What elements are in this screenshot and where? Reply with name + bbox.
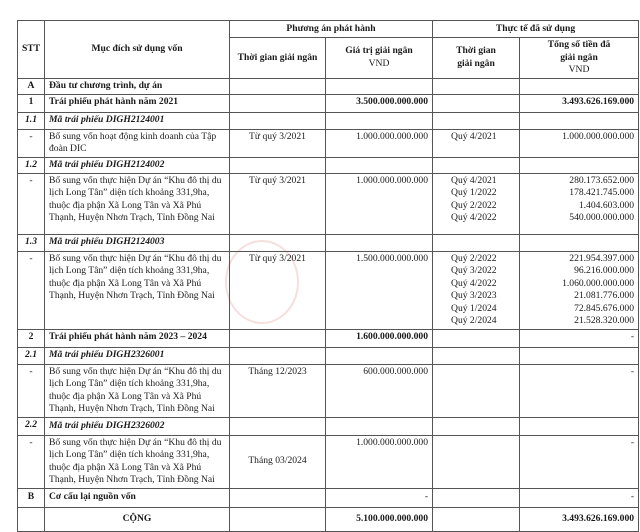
table-row: 1.1 Mã trái phiếu DIGH2124001 <box>17 111 640 130</box>
total-plan-value: 5.100.000.000.000 <box>324 506 434 532</box>
total-row: CỘNG 5.100.000.000.000 3.493.626.169.000 <box>17 506 640 532</box>
actual-time: Quý 3/2022 <box>451 265 497 276</box>
row-label: Bổ sung vốn thực hiện Dự án “Khu đô thị … <box>44 434 230 489</box>
actual-time-list: Quý 4/2021 Quý 1/2022 Quý 2/2022 Quý 4/2… <box>432 172 521 235</box>
actual-time: Quý 2/2022 <box>451 252 497 264</box>
actual-total: 1.000.000.000.000 <box>519 128 640 158</box>
row-stt: - <box>17 250 45 330</box>
row-stt: - <box>17 128 45 158</box>
actual-time: Quý 1/2022 <box>451 187 497 198</box>
actual-amount: 21.081.776.000 <box>574 290 635 301</box>
row-label: Cơ cấu lại nguồn vốn <box>44 487 230 508</box>
plan-value: - <box>324 487 434 508</box>
row-label: Mã trái phiếu DIGH2326002 <box>44 416 230 436</box>
row-label: Bổ sung vốn thực hiện Dự án “Khu đô thị … <box>44 250 230 330</box>
plan-value: 1.600.000.000.000 <box>324 328 434 348</box>
row-label: Mã trái phiếu DIGH2124003 <box>44 233 230 252</box>
actual-amount: 21.528.320.000 <box>574 315 635 326</box>
row-stt: 1 <box>17 93 45 113</box>
plan-value: 1.000.000.000.000 <box>324 172 434 235</box>
row-label: Đầu tư chương trình, dự án <box>44 77 230 95</box>
table-row: - Bổ sung vốn thực hiện Dự án “Khu đô th… <box>17 363 640 418</box>
table-row: 1.3 Mã trái phiếu DIGH2124003 <box>17 233 640 252</box>
table-row: - Bổ sung vốn thực hiện Dự án “Khu đô th… <box>17 250 640 330</box>
actual-amount-list: 221.954.397.000 96.216.000.000 1.060.000… <box>519 250 640 330</box>
actual-amount: 540.000.000.000 <box>569 212 635 223</box>
row-stt: A <box>17 77 45 95</box>
row-stt: 1.2 <box>17 156 45 174</box>
plan-value: 1.000.000.000.000 <box>324 128 434 158</box>
row-stt: 2.2 <box>17 416 45 436</box>
row-label: Mã trái phiếu DIGH2124001 <box>44 111 230 130</box>
row-stt: 2.1 <box>17 346 45 365</box>
header-plan-time: Thời gian giải ngân <box>229 37 326 79</box>
actual-amount: 1.404.603.000 <box>578 199 635 211</box>
actual-time: Quý 1/2024 <box>451 302 497 314</box>
actual-time: Quý 3/2023 <box>451 290 497 301</box>
actual-total: - <box>519 487 640 508</box>
row-stt: - <box>17 434 45 489</box>
row-label: Bổ sung vốn thực hiện Dự án “Khu đô thị … <box>44 363 230 418</box>
table-row: 1 Trái phiếu phát hành năm 2021 3.500.00… <box>17 93 640 113</box>
actual-total: - <box>519 363 640 418</box>
row-stt: 2 <box>17 328 45 348</box>
actual-amount: 1.060.000.000.000 <box>562 277 635 289</box>
table-row: B Cơ cấu lại nguồn vốn - - <box>17 487 640 508</box>
header-plan-group: Phương án phát hành <box>228 20 434 38</box>
actual-total: 3.493.626.169.000 <box>519 93 640 113</box>
header-actual-group: Thực tế đã sử dụng <box>432 20 640 38</box>
plan-time: Tháng 12/2023 <box>229 363 326 418</box>
table-row: - Bổ sung vốn thực hiện Dự án “Khu đô th… <box>17 172 640 235</box>
table-row: 2.1 Mã trái phiếu DIGH2326001 <box>17 346 640 365</box>
row-label: Bổ sung vốn hoạt động kinh doanh của Tập… <box>44 128 230 158</box>
row-stt: - <box>17 363 45 418</box>
actual-time: Quý 2/2024 <box>451 315 497 326</box>
actual-time: Quý 4/2021 <box>451 174 497 186</box>
plan-time: Từ quý 3/2021 <box>229 172 326 235</box>
row-stt: 1.3 <box>17 233 45 252</box>
plan-value: 1.000.000.000.000 <box>324 434 434 489</box>
actual-time: Quý 2/2022 <box>451 199 497 211</box>
plan-value: 600.000.000.000 <box>324 363 434 418</box>
total-label: CỘNG <box>44 506 230 532</box>
header-purpose: Mục đích sử dụng vốn <box>44 20 230 79</box>
actual-amount: 96.216.000.000 <box>574 265 635 276</box>
capital-use-table: STT Mục đích sử dụng vốn Phương án phát … <box>17 20 640 532</box>
actual-time-list: Quý 2/2022 Quý 3/2022 Quý 4/2022 Quý 3/2… <box>432 250 521 330</box>
plan-value: 1.500.000.000.000 <box>324 250 434 330</box>
row-stt: 1.1 <box>17 111 45 130</box>
actual-time: Quý 4/2021 <box>432 128 521 158</box>
table-row: A Đầu tư chương trình, dự án <box>17 77 640 95</box>
row-stt: B <box>17 487 45 508</box>
row-label: Mã trái phiếu DIGH2124002 <box>44 156 230 174</box>
actual-amount: 72.845.676.000 <box>574 302 635 314</box>
actual-amount-list: 280.173.652.000 178.421.745.000 1.404.60… <box>519 172 640 235</box>
actual-amount: 280.173.652.000 <box>569 174 635 186</box>
table-row: - Bổ sung vốn hoạt động kinh doanh của T… <box>17 128 640 158</box>
header-actual-total: Tổng số tiền đã giải ngân VND <box>519 37 640 79</box>
plan-value: 3.500.000.000.000 <box>324 93 434 113</box>
row-label: Bổ sung vốn thực hiện Dự án “Khu đô thị … <box>44 172 230 235</box>
actual-amount: 178.421.745.000 <box>569 187 635 198</box>
actual-total: - <box>519 328 640 348</box>
header-actual-time: Thời gian giải ngân <box>432 37 521 79</box>
table-row: 2.2 Mã trái phiếu DIGH2326002 <box>17 416 640 436</box>
row-label: Trái phiếu phát hành năm 2021 <box>44 93 230 113</box>
header-stt: STT <box>17 20 45 79</box>
actual-time: Quý 4/2022 <box>451 277 497 289</box>
total-actual: 3.493.626.169.000 <box>519 506 640 532</box>
plan-time: Tháng 03/2024 <box>229 434 326 489</box>
plan-time: Từ quý 3/2021 <box>229 250 326 330</box>
row-label: Mã trái phiếu DIGH2326001 <box>44 346 230 365</box>
row-label: Trái phiếu phát hành năm 2023 – 2024 <box>44 328 230 348</box>
table-row: 1.2 Mã trái phiếu DIGH2124002 <box>17 156 640 174</box>
plan-time: Từ quý 3/2021 <box>229 128 326 158</box>
row-stt: - <box>17 172 45 235</box>
actual-total: - <box>519 434 640 489</box>
actual-amount: 221.954.397.000 <box>569 252 635 264</box>
header-plan-value: Giá trị giải ngân VND <box>324 37 434 79</box>
actual-time: Quý 4/2022 <box>451 212 497 223</box>
table-row: 2 Trái phiếu phát hành năm 2023 – 2024 1… <box>17 328 640 348</box>
table-row: - Bổ sung vốn thực hiện Dự án “Khu đô th… <box>17 434 640 489</box>
